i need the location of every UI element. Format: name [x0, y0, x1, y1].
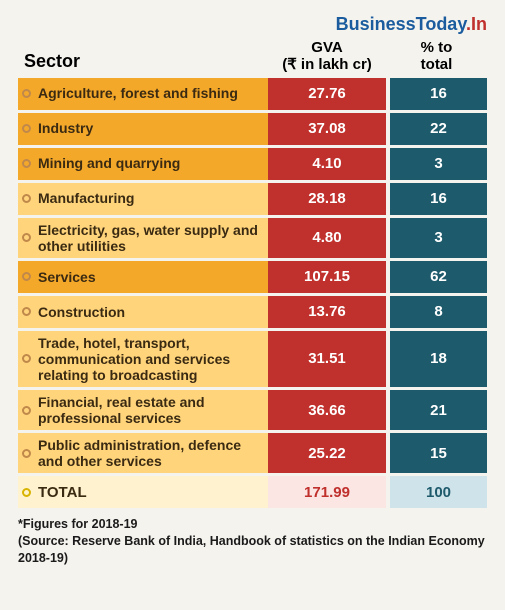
cell-sector: Financial, real estate and professional …: [18, 390, 268, 430]
cell-sector: Industry: [18, 113, 268, 145]
cell-gva-total: 171.99: [268, 476, 386, 508]
sector-label: Mining and quarrying: [38, 155, 180, 171]
sector-label: Agriculture, forest and fishing: [38, 85, 238, 101]
bullet-icon: [22, 307, 31, 316]
cell-gva: 28.18: [268, 183, 386, 215]
cell-pct: 8: [390, 296, 487, 328]
sector-label: Financial, real estate and professional …: [38, 394, 262, 426]
cell-gva: 31.51: [268, 331, 386, 387]
cell-pct: 3: [390, 218, 487, 258]
cell-pct: 22: [390, 113, 487, 145]
cell-sector: Services: [18, 261, 268, 293]
cell-gva: 107.15: [268, 261, 386, 293]
cell-pct: 3: [390, 148, 487, 180]
sector-label: Public administration, defence and other…: [38, 437, 262, 469]
table-row: Public administration, defence and other…: [18, 433, 487, 473]
table-row: Electricity, gas, water supply and other…: [18, 218, 487, 258]
footnote-line2: (Source: Reserve Bank of India, Handbook…: [18, 533, 487, 567]
table-row: Construction 13.768: [18, 296, 487, 328]
header-pct: % to total: [386, 39, 487, 74]
bullet-icon: [22, 488, 31, 497]
table-row: Industry 37.0822: [18, 113, 487, 145]
cell-sector: Public administration, defence and other…: [18, 433, 268, 473]
sector-label: Trade, hotel, transport, communication a…: [38, 335, 262, 383]
cell-gva: 37.08: [268, 113, 386, 145]
cell-pct: 16: [390, 183, 487, 215]
footnote: *Figures for 2018-19 (Source: Reserve Ba…: [18, 516, 487, 567]
cell-gva: 4.10: [268, 148, 386, 180]
cell-pct: 62: [390, 261, 487, 293]
sector-label: Services: [38, 269, 96, 285]
bullet-icon: [22, 159, 31, 168]
bullet-icon: [22, 124, 31, 133]
sector-label: Construction: [38, 304, 125, 320]
cell-gva: 13.76: [268, 296, 386, 328]
cell-pct: 21: [390, 390, 487, 430]
table-row: Manufacturing 28.1816: [18, 183, 487, 215]
table-row: Services 107.1562: [18, 261, 487, 293]
gva-table: Agriculture, forest and fishing27.7616In…: [18, 78, 487, 509]
bullet-icon: [22, 233, 31, 242]
cell-pct-total: 100: [390, 476, 487, 508]
table-row: Trade, hotel, transport, communication a…: [18, 331, 487, 387]
brand-logo: BusinessToday.In: [18, 14, 487, 35]
cell-gva: 25.22: [268, 433, 386, 473]
cell-gva: 36.66: [268, 390, 386, 430]
bullet-icon: [22, 406, 31, 415]
cell-sector: Construction: [18, 296, 268, 328]
table-row: Agriculture, forest and fishing 27.7616: [18, 78, 487, 110]
bullet-icon: [22, 449, 31, 458]
footnote-line1: *Figures for 2018-19: [18, 516, 487, 533]
header-gva: GVA (₹ in lakh cr): [268, 39, 386, 74]
cell-pct: 18: [390, 331, 487, 387]
bullet-icon: [22, 272, 31, 281]
cell-sector: Mining and quarrying: [18, 148, 268, 180]
cell-sector: Trade, hotel, transport, communication a…: [18, 331, 268, 387]
cell-gva: 27.76: [268, 78, 386, 110]
cell-sector-total: TOTAL: [18, 476, 268, 508]
total-row: TOTAL 171.99100: [18, 476, 487, 508]
bullet-icon: [22, 194, 31, 203]
sector-label: Electricity, gas, water supply and other…: [38, 222, 262, 254]
table-row: Financial, real estate and professional …: [18, 390, 487, 430]
header-sector: Sector: [18, 51, 268, 74]
cell-pct: 15: [390, 433, 487, 473]
sector-label: Industry: [38, 120, 93, 136]
cell-pct: 16: [390, 78, 487, 110]
cell-gva: 4.80: [268, 218, 386, 258]
brand-part2: .In: [466, 14, 487, 34]
cell-sector: Agriculture, forest and fishing: [18, 78, 268, 110]
table-header: Sector GVA (₹ in lakh cr) % to total: [18, 39, 487, 74]
bullet-icon: [22, 354, 31, 363]
total-label: TOTAL: [38, 484, 87, 501]
cell-sector: Electricity, gas, water supply and other…: [18, 218, 268, 258]
sector-label: Manufacturing: [38, 190, 134, 206]
table-row: Mining and quarrying 4.103: [18, 148, 487, 180]
brand-part1: BusinessToday: [336, 14, 466, 34]
bullet-icon: [22, 89, 31, 98]
cell-sector: Manufacturing: [18, 183, 268, 215]
